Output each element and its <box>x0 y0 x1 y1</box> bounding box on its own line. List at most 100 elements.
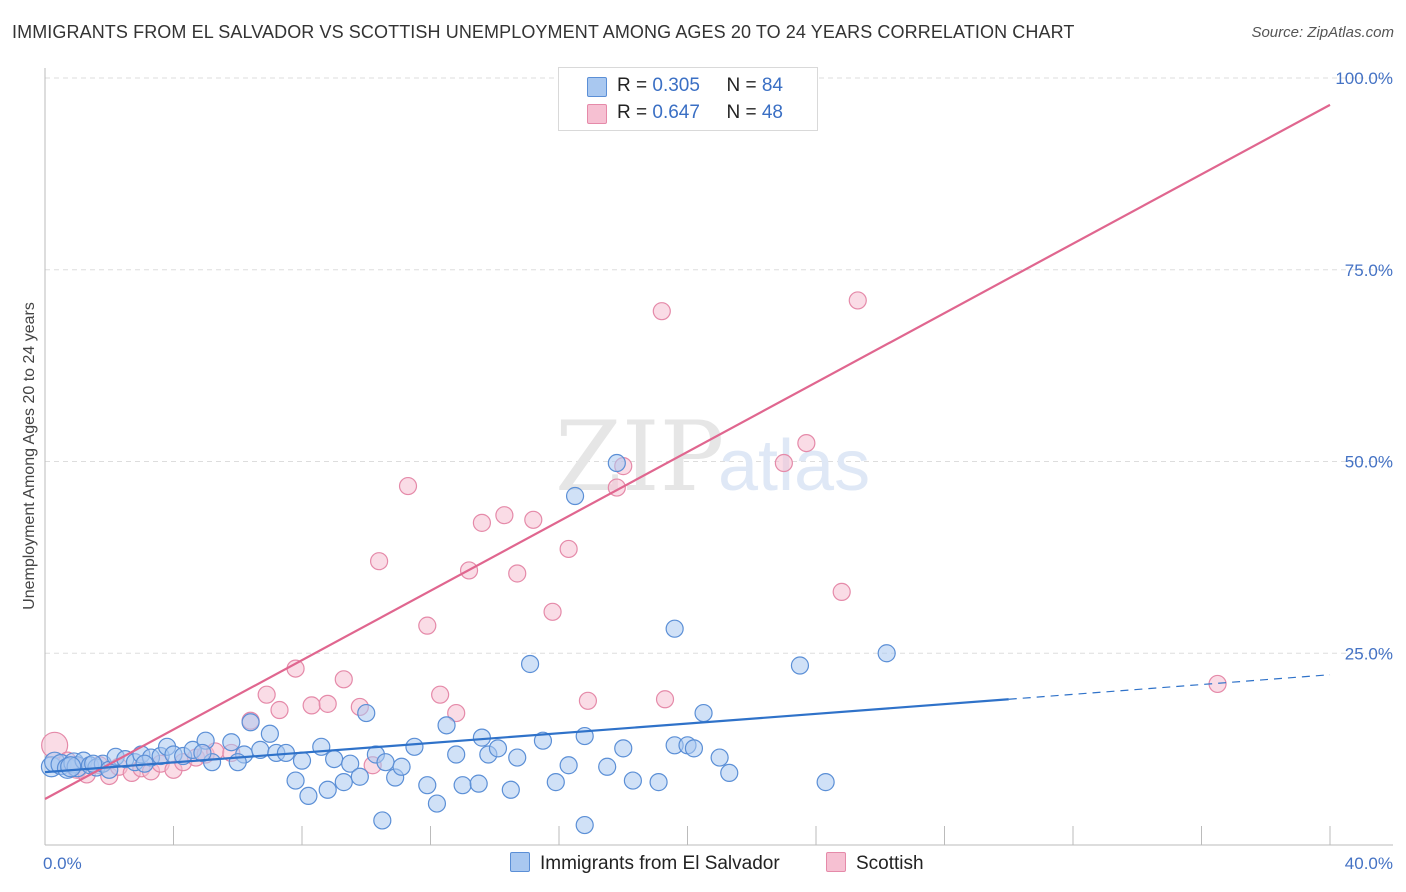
data-point <box>501 780 520 799</box>
data-point <box>193 743 212 763</box>
y-tick-label: 75.0% <box>1345 261 1393 280</box>
legend-n-value: 84 <box>761 75 783 96</box>
data-point <box>655 690 675 709</box>
data-point <box>334 670 353 689</box>
data-point <box>302 696 321 715</box>
data-point <box>543 602 562 621</box>
data-point <box>623 771 642 790</box>
data-point <box>350 767 369 786</box>
data-point <box>431 685 450 704</box>
data-point <box>299 786 318 806</box>
data-point <box>877 644 896 663</box>
el-salvador-trend-extension <box>1008 674 1331 700</box>
el-salvador-trend-line <box>44 698 1009 774</box>
data-point <box>260 724 279 743</box>
data-point <box>472 513 491 532</box>
data-point <box>559 539 578 559</box>
data-point <box>334 773 353 792</box>
data-point <box>694 703 713 723</box>
y-tick-label: 25.0% <box>1345 644 1393 663</box>
legend-swatch-pink <box>587 104 607 124</box>
data-point <box>325 749 344 769</box>
data-point <box>832 582 851 601</box>
data-point <box>508 564 527 583</box>
data-point <box>376 753 395 772</box>
x-tick-label: 40.0% <box>1345 854 1393 873</box>
data-point <box>790 656 810 675</box>
data-point <box>565 486 585 506</box>
data-point <box>520 654 540 674</box>
trend-lines <box>44 103 1331 800</box>
legend-r-label: R = <box>617 102 653 123</box>
watermark-atlas: atlas <box>718 426 870 506</box>
data-point <box>546 773 565 792</box>
source-label: Source: ZipAtlas.com <box>1251 24 1394 41</box>
tick-labels: 25.0% 50.0% 75.0% 100.0% 0.0% 40.0% <box>43 69 1393 873</box>
data-point <box>665 619 684 638</box>
data-point <box>398 476 418 496</box>
data-point <box>447 745 466 764</box>
data-point <box>797 433 816 453</box>
data-point <box>575 815 594 835</box>
data-point <box>559 756 578 775</box>
data-point <box>392 757 411 776</box>
data-point <box>816 773 835 792</box>
data-point <box>533 731 553 750</box>
data-point <box>318 694 337 713</box>
data-point <box>524 510 543 529</box>
data-point <box>598 757 617 776</box>
data-point <box>495 506 514 525</box>
data-point <box>720 763 739 783</box>
data-point <box>710 748 729 767</box>
scottish-trend-line <box>44 103 1331 800</box>
legend-n-value: 48 <box>761 102 783 123</box>
axes <box>44 68 1393 846</box>
data-point <box>60 756 82 778</box>
data-point <box>373 811 392 830</box>
y-tick-label: 50.0% <box>1345 453 1393 472</box>
legend-r-label: R = <box>617 75 653 96</box>
bottom-legend-label: Immigrants from El Salvador <box>540 853 780 874</box>
bottom-legend-swatch-blue <box>510 852 530 872</box>
data-point <box>357 703 376 723</box>
data-point <box>222 733 241 752</box>
y-tick-label: 100.0% <box>1335 69 1393 88</box>
data-point <box>437 716 456 735</box>
y-axis-title: Unemployment Among Ages 20 to 24 years <box>21 302 38 610</box>
data-point <box>649 773 668 792</box>
bottom-legend-el-salvador: Immigrants from El Salvador <box>510 852 780 875</box>
data-point <box>257 685 276 704</box>
data-point <box>418 616 437 635</box>
x-tick-label: 0.0% <box>43 854 82 873</box>
bottom-legend-swatch-pink <box>826 852 846 872</box>
data-point <box>341 754 360 773</box>
grid-lines <box>45 77 1393 654</box>
data-point <box>453 776 472 795</box>
data-point <box>508 748 527 767</box>
data-point <box>418 776 437 795</box>
data-point <box>684 739 704 758</box>
data-point <box>318 780 337 799</box>
data-point <box>578 691 598 710</box>
data-point <box>774 453 793 473</box>
data-point <box>607 453 626 473</box>
legend-swatch-blue <box>587 77 607 97</box>
bottom-legend-label: Scottish <box>856 853 924 874</box>
legend-r-value: 0.305 <box>652 75 700 96</box>
data-point <box>848 291 867 310</box>
data-point <box>447 703 466 723</box>
data-point <box>652 302 671 321</box>
data-point <box>427 794 447 813</box>
bottom-legend-scottish: Scottish <box>826 852 924 875</box>
data-point <box>405 737 424 756</box>
data-point <box>241 713 260 732</box>
scottish-points <box>41 291 1227 786</box>
data-point <box>292 751 312 770</box>
legend: R = 0.305 N = 84 R = 0.647 N = 48 <box>558 67 818 131</box>
data-point <box>488 739 508 758</box>
legend-n-label: N = <box>726 75 762 96</box>
data-point <box>270 700 289 720</box>
data-point <box>469 774 488 793</box>
data-point <box>370 552 389 571</box>
